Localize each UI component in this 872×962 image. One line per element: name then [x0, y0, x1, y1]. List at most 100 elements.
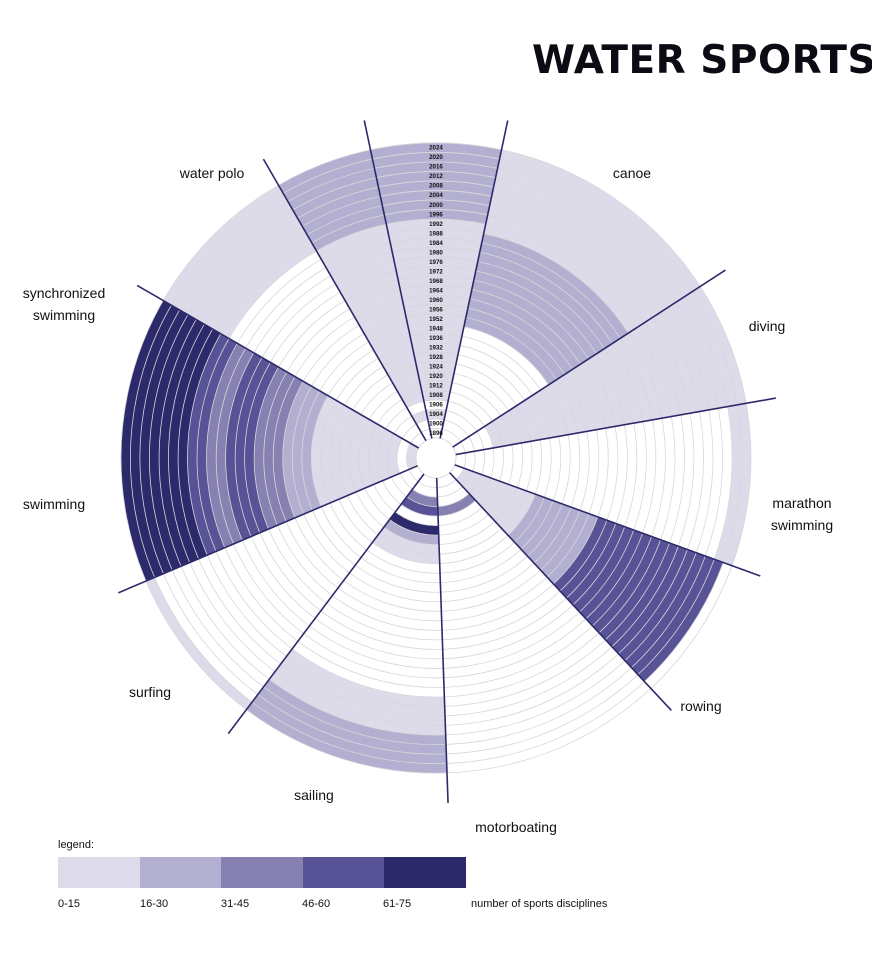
cell-swimming [311, 395, 403, 507]
legend-swatch-0-15 [58, 857, 140, 888]
chart-title: WATER SPORTS [532, 38, 872, 83]
year-ring [225, 247, 647, 669]
year-label: 1956 [429, 306, 443, 313]
year-label: 1964 [429, 287, 443, 294]
cell-swimming [225, 352, 279, 541]
year-label: 1906 [429, 402, 443, 409]
year-ring-gap [419, 380, 453, 383]
year-ring [282, 304, 590, 612]
category-label-marathon-swimming: swimming [771, 517, 833, 533]
category-label-diving: diving [749, 318, 786, 334]
year-label: 2008 [429, 183, 443, 190]
year-label: 1900 [429, 421, 443, 428]
year-labels: 2024 2020 2016 2012 2008 2004 2000 1996 1992 1988… [429, 145, 443, 438]
legend-swatch-16-30 [139, 857, 221, 888]
cell-swimming [120, 300, 221, 582]
year-ring [301, 323, 571, 593]
year-ring [377, 399, 495, 517]
cell-swimming [406, 443, 419, 470]
year-label: 1928 [429, 354, 443, 361]
year-label: 1988 [429, 230, 443, 237]
year-ring [215, 237, 657, 679]
category-label-synchronized-swimming: synchronized [23, 285, 106, 301]
year-label: 1912 [429, 383, 443, 390]
year-label: 1920 [429, 373, 443, 380]
year-ring-gap [404, 304, 468, 309]
legend-tick-label: 61-75 [383, 898, 412, 910]
sector-divider [435, 477, 449, 803]
year-ring-gap [388, 228, 484, 234]
year-label: 2016 [429, 164, 443, 171]
cell-sailing [383, 519, 440, 545]
year-ring [320, 342, 552, 574]
legend-swatch-31-45 [221, 857, 303, 888]
legend-bar [58, 857, 466, 888]
year-ring [168, 190, 704, 726]
center-hub [415, 437, 457, 479]
year-label: 1904 [429, 411, 443, 418]
cell-water-polo [316, 219, 486, 408]
year-ring-gap [392, 247, 480, 253]
category-label-rowing: rowing [680, 698, 721, 714]
year-label: 1972 [429, 268, 443, 275]
year-ring-gap [421, 390, 451, 393]
year-label: 1996 [429, 211, 443, 218]
year-ring [310, 332, 562, 584]
sector-divider [262, 158, 427, 442]
year-label: 1952 [429, 316, 443, 323]
sector-divider [455, 397, 777, 456]
sector-divider [363, 120, 433, 439]
cell-synchronized-swimming [163, 185, 317, 339]
year-ring-gap [411, 342, 461, 346]
year-ring [187, 209, 685, 707]
cell-swimming [187, 333, 238, 556]
year-ring-gap [415, 361, 457, 365]
year-label: 1960 [429, 297, 443, 304]
year-ring [120, 142, 752, 774]
legend-tick-label: 31-45 [221, 898, 250, 910]
sector-divider [449, 472, 672, 711]
year-ring [254, 275, 618, 641]
year-ring [358, 380, 514, 536]
year-label: 1980 [429, 249, 443, 256]
year-ring [329, 351, 543, 565]
cell-canoe [483, 149, 701, 334]
year-label: 1932 [429, 345, 443, 352]
cell-sailing [246, 679, 447, 774]
cell-swimming [282, 381, 328, 518]
year-ring-gap [376, 171, 496, 179]
year-ring-gap [427, 418, 445, 421]
category-label-motorboating: motorboating [475, 819, 557, 835]
year-ring-gap [408, 323, 464, 328]
year-ring-gap [378, 180, 494, 188]
cell-rowing [508, 494, 598, 585]
year-label: 1984 [429, 240, 443, 247]
year-ring-gap [386, 218, 486, 225]
year-ring-gap [396, 266, 476, 272]
year-label: 2020 [429, 154, 443, 161]
category-label-water-polo: water polo [179, 165, 245, 181]
year-ring-gap [429, 428, 443, 430]
category-label-surfing: surfing [129, 684, 171, 700]
year-label: 1908 [429, 392, 443, 399]
category-label-sailing: sailing [294, 787, 334, 803]
year-ring [206, 228, 666, 688]
year-label: 1948 [429, 326, 443, 333]
year-ring-gap [406, 313, 466, 318]
category-label-marathon-swimming: marathon [772, 495, 831, 511]
year-label: 1968 [429, 278, 443, 285]
legend-tick-label: 46-60 [302, 898, 331, 910]
category-label-swimming: swimming [23, 496, 85, 512]
year-ring-gap [402, 294, 470, 300]
year-label: 1896 [429, 430, 443, 437]
year-ring [339, 361, 533, 555]
year-ring [196, 218, 676, 698]
year-ring-gap [417, 371, 455, 374]
year-ring-gap [398, 275, 474, 281]
legend-tick-label: 16-30 [140, 898, 169, 910]
cell-swimming [206, 343, 254, 548]
ring-lines [120, 142, 752, 774]
year-ring [149, 171, 723, 745]
year-ring-gap [394, 256, 478, 262]
